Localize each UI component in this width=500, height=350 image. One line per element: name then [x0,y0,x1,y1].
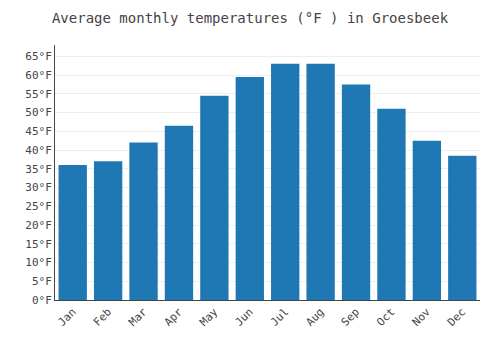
svg-text:Average monthly temperatures (: Average monthly temperatures (°F ) in Gr… [52,10,449,26]
svg-text:55°F: 55°F [25,88,52,101]
svg-text:Oct: Oct [374,306,397,329]
svg-text:5°F: 5°F [32,275,52,288]
svg-text:Jul: Jul [268,306,291,329]
svg-text:Apr: Apr [162,305,186,329]
svg-text:Jun: Jun [233,306,256,329]
svg-text:Feb: Feb [91,306,114,329]
svg-text:10°F: 10°F [25,256,52,269]
svg-text:15°F: 15°F [25,238,52,251]
svg-text:25°F: 25°F [25,200,52,213]
svg-text:50°F: 50°F [25,106,52,119]
svg-text:Mar: Mar [126,305,150,329]
svg-text:20°F: 20°F [25,219,52,232]
svg-text:60°F: 60°F [25,69,52,82]
svg-text:Nov: Nov [410,305,434,329]
svg-text:45°F: 45°F [25,125,52,138]
svg-text:30°F: 30°F [25,181,52,194]
svg-text:Dec: Dec [445,306,468,329]
svg-text:Sep: Sep [339,306,362,329]
svg-text:Aug: Aug [303,306,326,329]
svg-text:May: May [197,305,221,329]
svg-text:40°F: 40°F [25,144,52,157]
svg-text:0°F: 0°F [32,294,52,307]
svg-text:Jan: Jan [55,306,78,329]
svg-text:65°F: 65°F [25,50,52,63]
svg-text:35°F: 35°F [25,163,52,176]
